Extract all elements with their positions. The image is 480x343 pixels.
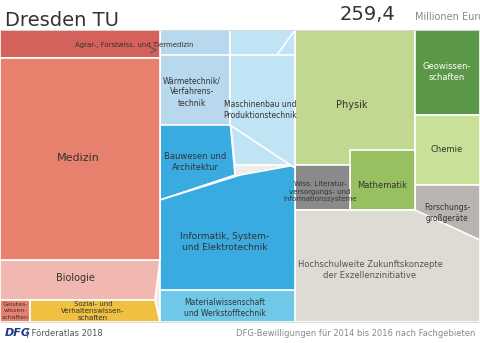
Text: Bauwesen und
Architektur: Bauwesen und Architektur [164, 152, 226, 172]
Polygon shape [160, 120, 235, 210]
Text: Physik: Physik [336, 100, 368, 110]
Polygon shape [350, 150, 415, 210]
Polygon shape [0, 30, 160, 58]
Polygon shape [160, 30, 480, 322]
Text: 259,4: 259,4 [340, 5, 396, 24]
Polygon shape [415, 115, 480, 185]
Text: DFG: DFG [5, 328, 31, 338]
Polygon shape [160, 210, 480, 322]
Polygon shape [0, 0, 480, 30]
Text: | Förderatlas 2018: | Förderatlas 2018 [26, 329, 103, 338]
Text: Agrar-, Forstwiss. und Tiermedizin: Agrar-, Forstwiss. und Tiermedizin [75, 42, 193, 48]
Text: Biologie: Biologie [56, 273, 95, 283]
Polygon shape [0, 58, 160, 260]
Polygon shape [160, 165, 295, 290]
Polygon shape [0, 30, 480, 322]
Polygon shape [160, 120, 235, 200]
Polygon shape [295, 30, 415, 165]
Polygon shape [415, 185, 480, 240]
Text: Sozial- und
Verhaltenswissen-
schaften: Sozial- und Verhaltenswissen- schaften [61, 300, 125, 321]
Text: Chemie: Chemie [431, 145, 463, 154]
Text: DFG-Bewilligungen für 2014 bis 2016 nach Fachgebieten: DFG-Bewilligungen für 2014 bis 2016 nach… [236, 329, 475, 338]
Text: Hochschulweite Zukunftskonzepte
der Exzellenzinitiative: Hochschulweite Zukunftskonzepte der Exze… [298, 260, 443, 280]
Text: Geowissen-
schaften: Geowissen- schaften [423, 62, 471, 82]
Text: Forschungs-
großgeräte: Forschungs- großgeräte [424, 203, 470, 223]
Polygon shape [295, 165, 350, 210]
Polygon shape [160, 30, 230, 120]
Text: Medizin: Medizin [57, 153, 99, 163]
Polygon shape [230, 30, 295, 165]
Polygon shape [160, 210, 295, 290]
Polygon shape [0, 322, 480, 343]
Polygon shape [230, 55, 295, 168]
Polygon shape [0, 30, 160, 55]
Polygon shape [30, 300, 160, 322]
Text: Maschinenbau und
Produktionstechnik: Maschinenbau und Produktionstechnik [223, 100, 297, 120]
Text: Dresden TU: Dresden TU [5, 11, 119, 29]
Polygon shape [0, 260, 160, 300]
Polygon shape [230, 30, 295, 165]
Polygon shape [415, 30, 480, 115]
Text: Wärmetechnik/
Verfahrens-
technik: Wärmetechnik/ Verfahrens- technik [163, 76, 221, 108]
Text: Materialwissenschaft
und Werkstofftechnik: Materialwissenschaft und Werkstofftechni… [184, 298, 266, 318]
Polygon shape [160, 290, 295, 322]
Polygon shape [160, 55, 230, 125]
Polygon shape [0, 300, 30, 322]
Polygon shape [0, 30, 160, 260]
Text: Wiss. Literatur-
versorgungs- und
Informationssysteme: Wiss. Literatur- versorgungs- und Inform… [283, 181, 357, 202]
Text: Geistes-
wissen-
schaften: Geistes- wissen- schaften [1, 302, 28, 320]
Text: Mathematik: Mathematik [357, 180, 407, 189]
Text: Millionen Euro: Millionen Euro [415, 12, 480, 22]
Text: Informatik, System-
und Elektrotechnik: Informatik, System- und Elektrotechnik [180, 232, 270, 252]
